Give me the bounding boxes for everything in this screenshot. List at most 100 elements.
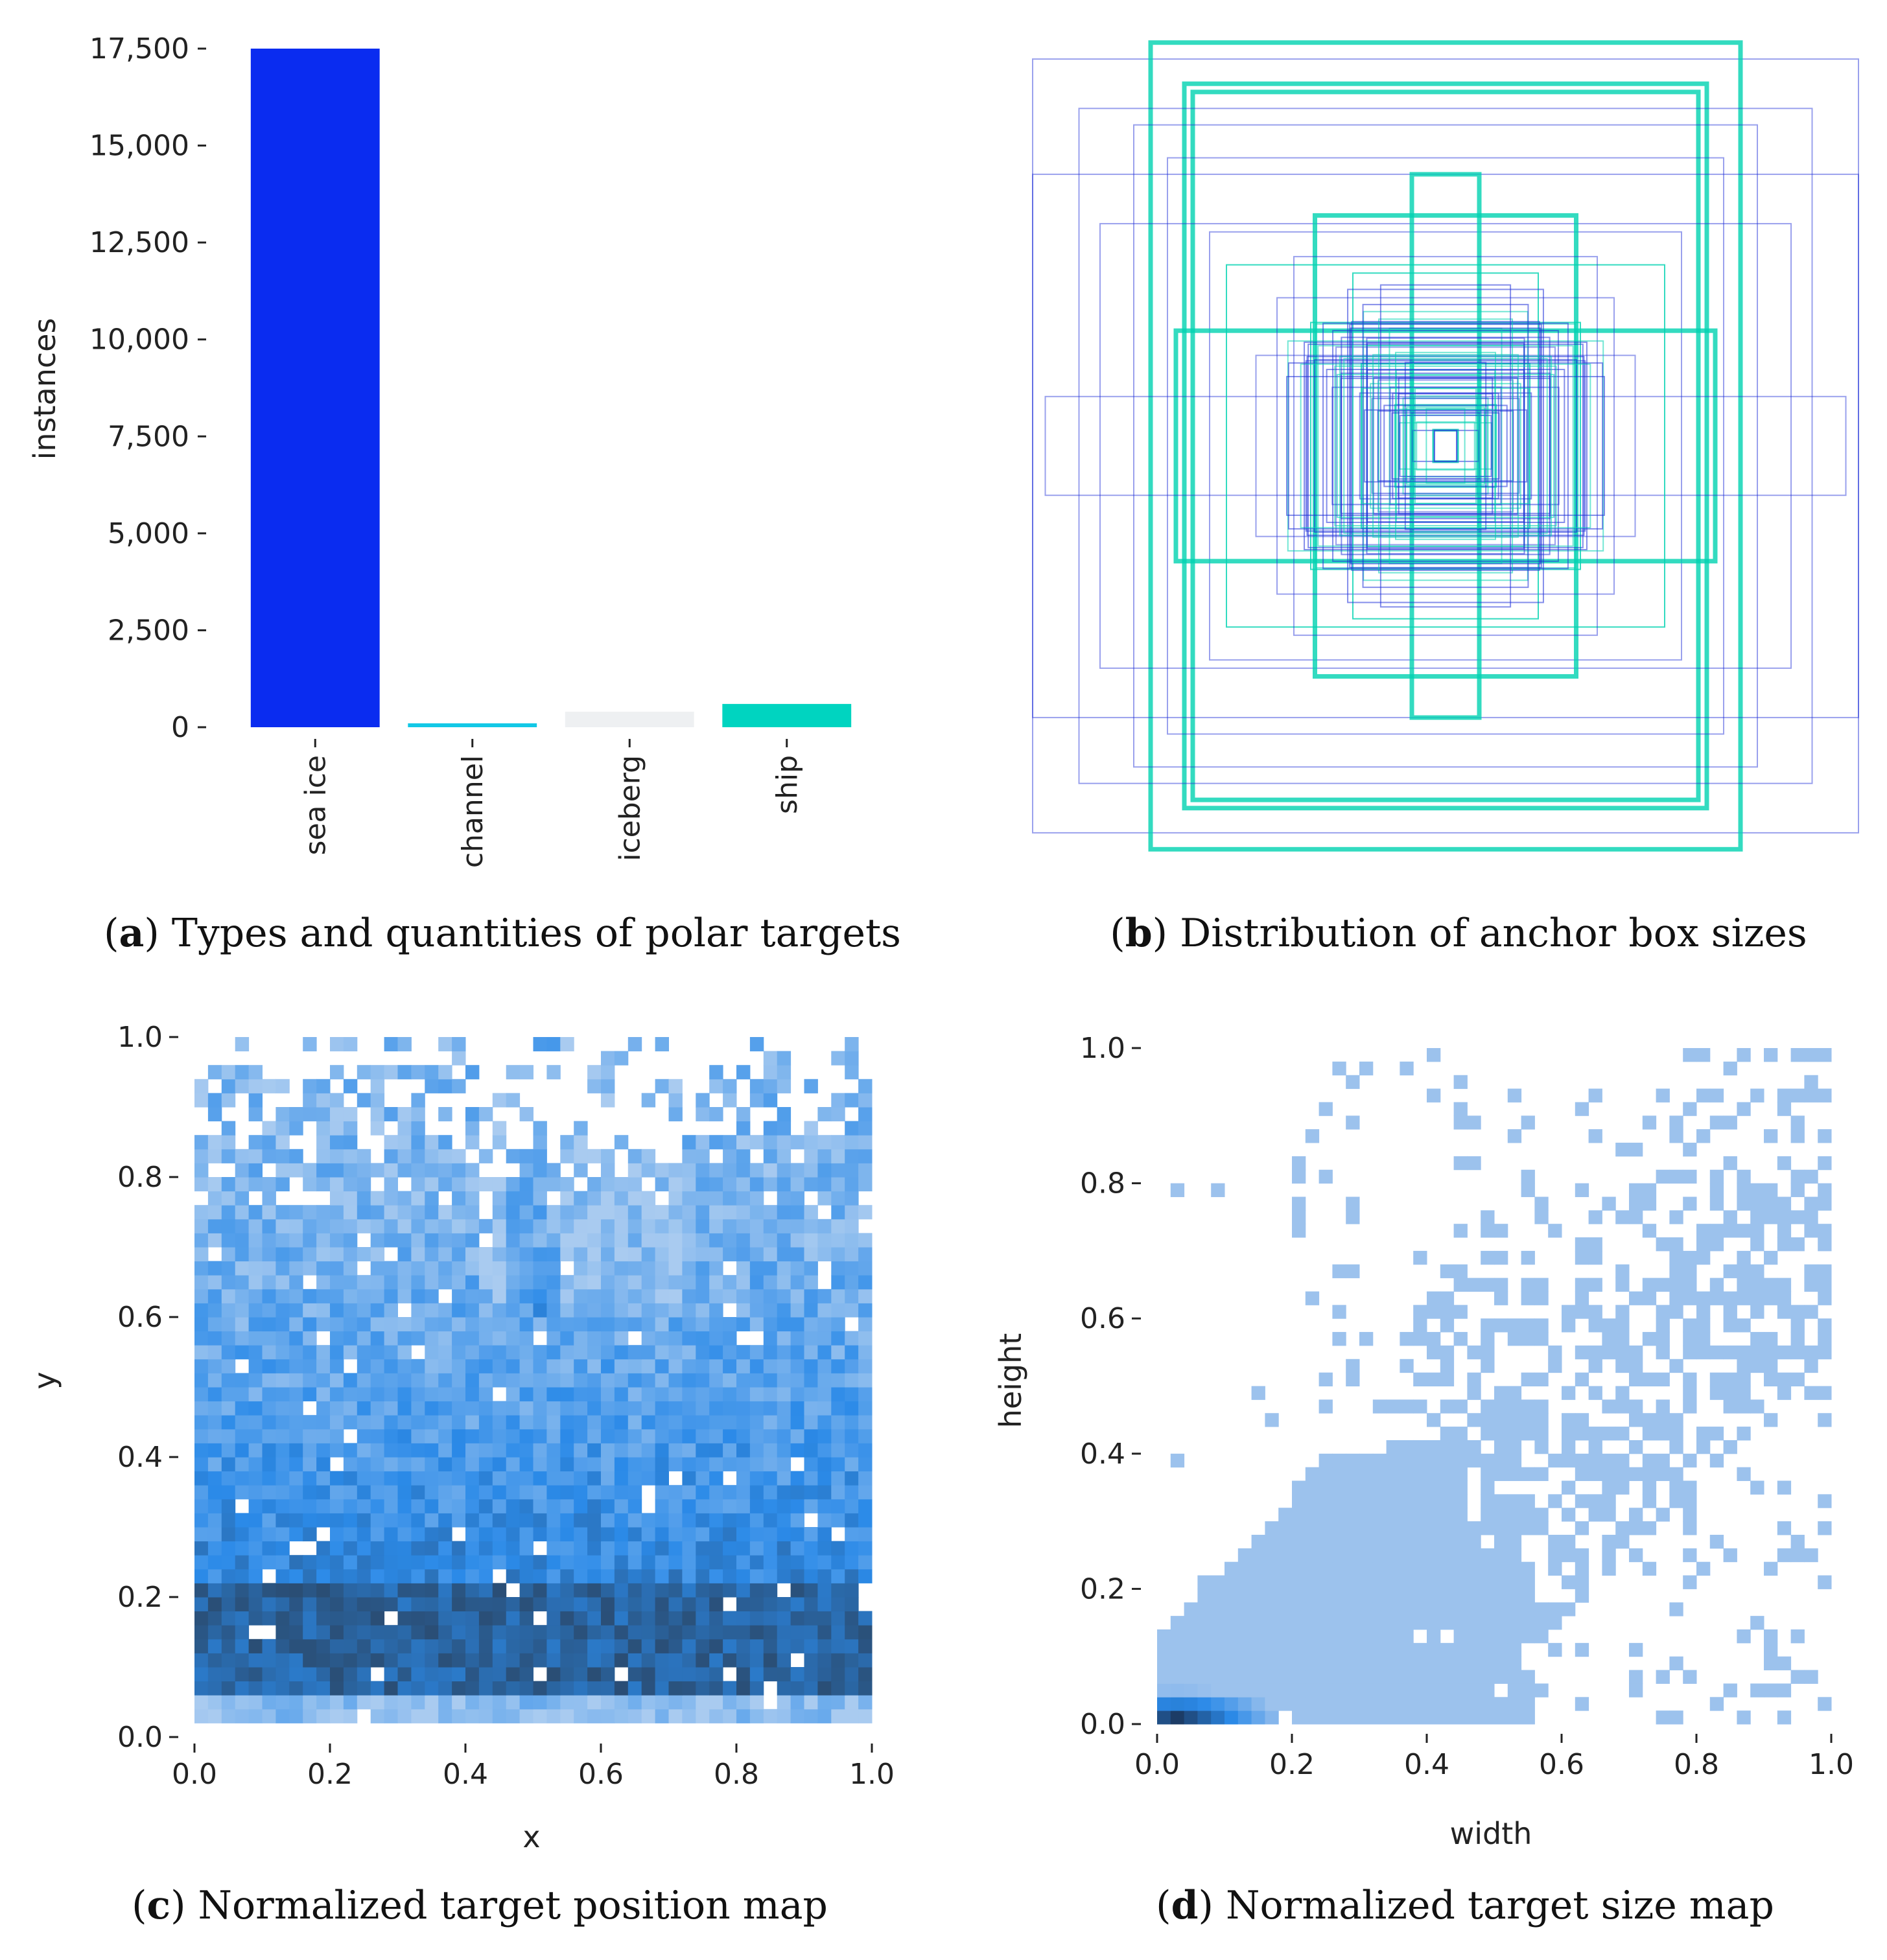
- heatmap-cell: [614, 1709, 629, 1723]
- heatmap-cell: [1453, 1102, 1468, 1116]
- heatmap-cell: [438, 1471, 452, 1486]
- heatmap-cell: [587, 1177, 602, 1192]
- heatmap-cell: [723, 1499, 737, 1513]
- heatmap-cell: [1575, 1305, 1589, 1319]
- heatmap-cell: [343, 1149, 358, 1163]
- heatmap-cell: [1467, 1278, 1481, 1292]
- heatmap-cell: [709, 1471, 723, 1486]
- heatmap-cell: [1481, 1453, 1495, 1468]
- heatmap-cell: [1305, 1670, 1320, 1684]
- panel-a-caption-text: Types and quantities of polar targets: [172, 911, 901, 956]
- heatmap-cell: [790, 1415, 804, 1430]
- heatmap-cell: [1507, 1656, 1522, 1671]
- heatmap-cell: [709, 1247, 723, 1262]
- heatmap-cell: [1602, 1548, 1616, 1563]
- heatmap-cell: [587, 1261, 602, 1276]
- heatmap-cell: [790, 1233, 804, 1248]
- heatmap-cell: [275, 1541, 290, 1556]
- heatmap-cell: [1575, 1494, 1589, 1508]
- heatmap-cell: [248, 1163, 263, 1178]
- heatmap-cell: [1467, 1521, 1481, 1535]
- heatmap-cell: [845, 1527, 859, 1542]
- heatmap-cell: [1400, 1710, 1414, 1725]
- heatmap-cell: [1346, 1359, 1360, 1373]
- heatmap-cell: [343, 1289, 358, 1303]
- heatmap-cell: [560, 1653, 574, 1668]
- heatmap-cell: [1777, 1196, 1792, 1211]
- heatmap-cell: [533, 1457, 547, 1472]
- heatmap-cell: [1615, 1386, 1630, 1400]
- heatmap-cell: [709, 1611, 723, 1626]
- heatmap-cell: [519, 1205, 533, 1220]
- heatmap-cell: [1494, 1318, 1508, 1333]
- heatmap-cell: [343, 1499, 358, 1513]
- heatmap-cell: [1440, 1399, 1455, 1414]
- heatmap-cell: [845, 1695, 859, 1710]
- heatmap-cell: [478, 1289, 493, 1303]
- heatmap-cell: [370, 1485, 385, 1500]
- heatmap-cell: [601, 1149, 615, 1163]
- heatmap-cell: [1804, 1670, 1818, 1684]
- heatmap-cell: [452, 1247, 466, 1262]
- heatmap-cell: [330, 1429, 344, 1443]
- heatmap-cell: [723, 1317, 737, 1332]
- heatmap-cell: [221, 1205, 236, 1220]
- heatmap-cell: [330, 1219, 344, 1233]
- heatmap-cell: [221, 1555, 236, 1570]
- heatmap-cell: [370, 1443, 385, 1458]
- heatmap-cell: [316, 1261, 331, 1276]
- anchor-box: [1361, 388, 1530, 504]
- heatmap-cell: [370, 1387, 385, 1402]
- heatmap-cell: [533, 1261, 547, 1276]
- heatmap-cell: [1790, 1183, 1805, 1197]
- heatmap-cell: [1467, 1156, 1481, 1171]
- heatmap-cell: [316, 1709, 331, 1723]
- heatmap-cell: [1534, 1508, 1549, 1522]
- heatmap-cell: [1494, 1642, 1508, 1657]
- heatmap-cell: [262, 1639, 276, 1653]
- heatmap-cell: [207, 1709, 222, 1723]
- heatmap-cell: [519, 1303, 533, 1318]
- heatmap-cell: [560, 1177, 574, 1192]
- heatmap-cell: [1346, 1629, 1360, 1644]
- heatmap-cell: [858, 1107, 873, 1122]
- heatmap-cell: [221, 1401, 236, 1416]
- heatmap-cell: [411, 1387, 425, 1402]
- heatmap-cell: [1494, 1467, 1508, 1482]
- heatmap-cell: [1656, 1332, 1670, 1346]
- heatmap-cell: [1346, 1656, 1360, 1671]
- heatmap-cell: [425, 1611, 439, 1626]
- heatmap-cell: [574, 1681, 588, 1696]
- heatmap-cell: [397, 1163, 412, 1178]
- heatmap-cell: [560, 1303, 574, 1318]
- heatmap-cell: [357, 1457, 371, 1472]
- heatmap-cell: [1453, 1548, 1468, 1563]
- heatmap-cell: [1818, 1224, 1832, 1238]
- heatmap-cell: [1723, 1061, 1737, 1076]
- heatmap-cell: [1413, 1697, 1427, 1711]
- heatmap-cell: [492, 1093, 507, 1108]
- heatmap-cell: [804, 1681, 818, 1696]
- heatmap-cell: [709, 1499, 723, 1513]
- heatmap-cell: [1453, 1156, 1468, 1171]
- heatmap-cell: [1346, 1508, 1360, 1522]
- heatmap-cell: [1683, 1264, 1697, 1279]
- heatmap-cell: [316, 1373, 331, 1388]
- heatmap-cell: [478, 1429, 493, 1443]
- heatmap-cell: [1615, 1534, 1630, 1549]
- heatmap-cell: [1332, 1508, 1346, 1522]
- heatmap-cell: [1292, 1602, 1306, 1616]
- heatmap-cell: [221, 1541, 236, 1556]
- heatmap-cell: [425, 1541, 439, 1556]
- heatmap-cell: [506, 1205, 521, 1220]
- heatmap-cell: [655, 1709, 669, 1723]
- heatmap-cell: [316, 1457, 331, 1472]
- heatmap-cell: [1615, 1480, 1630, 1495]
- heatmap-cell: [438, 1611, 452, 1626]
- heatmap-cell: [845, 1233, 859, 1248]
- heatmap-cell: [478, 1219, 493, 1233]
- heatmap-cell: [357, 1359, 371, 1373]
- heatmap-cell: [1642, 1561, 1657, 1576]
- heatmap-cell: [696, 1093, 710, 1108]
- heatmap-cell: [1481, 1656, 1495, 1671]
